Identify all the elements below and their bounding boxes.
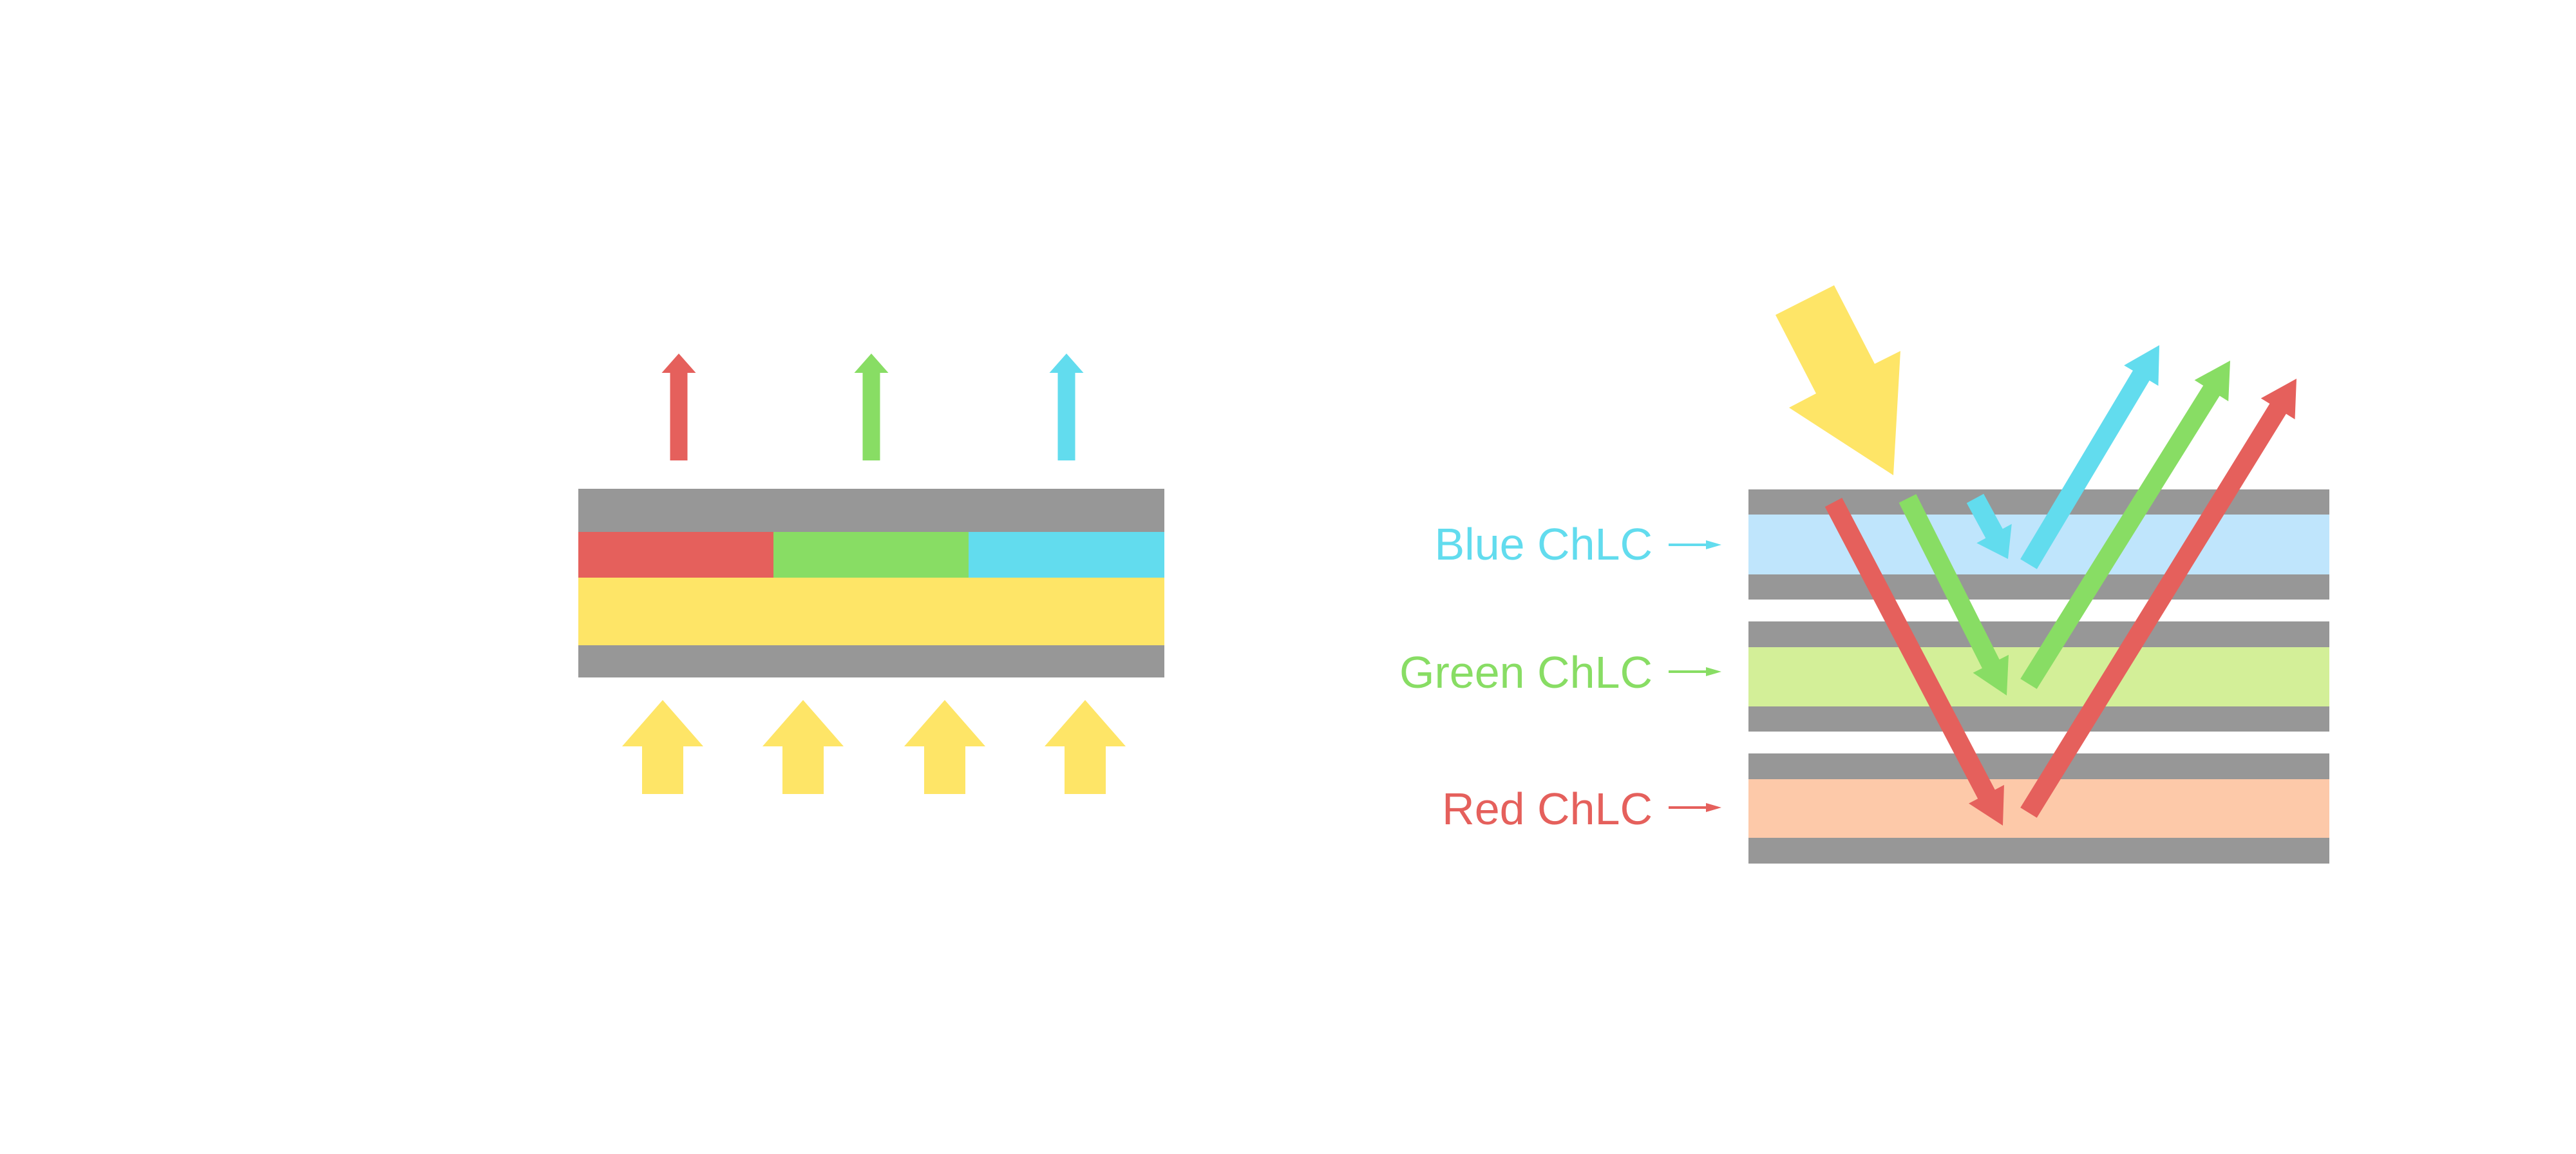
bottom-gray-layer xyxy=(578,645,1164,677)
red-chlc-bottom-gray xyxy=(1748,838,2329,864)
red-incoming-ray-arrow xyxy=(1824,498,2004,826)
green-reflected-ray-arrow xyxy=(2020,361,2230,689)
red-chlc-label: Red ChLC xyxy=(1442,784,1653,834)
red-chlc-top-gray xyxy=(1748,753,2329,779)
backlight-arrow-icon xyxy=(762,700,844,794)
incident-light-arrow xyxy=(1776,285,1900,475)
green-chlc-bottom-gray xyxy=(1748,706,2329,732)
backlight-arrows xyxy=(622,700,1126,794)
green-chlc-label: Green ChLC xyxy=(1399,647,1653,697)
blue-reflected-ray-arrow xyxy=(2020,345,2159,569)
blue-chlc-bottom-gray xyxy=(1748,574,2329,600)
green-emitted-arrow-icon xyxy=(854,354,889,460)
filter-segment-green xyxy=(773,532,969,578)
label-pointer-arrows xyxy=(1669,540,1721,812)
backlight-arrow-icon xyxy=(904,700,985,794)
blue-label-pointer-arrow-icon xyxy=(1669,540,1721,549)
filter-segment-blue xyxy=(969,532,1164,578)
red-emitted-arrow-icon xyxy=(661,354,696,460)
red-reflected-ray-arrow xyxy=(2020,379,2297,818)
left-color-filter-stack xyxy=(578,489,1164,677)
green-chlc-top-gray xyxy=(1748,621,2329,647)
blue-chlc-label: Blue ChLC xyxy=(1434,519,1653,569)
blue-emitted-arrow-icon xyxy=(1049,354,1084,460)
top-gray-layer xyxy=(578,489,1164,532)
backlight-arrow-icon xyxy=(1045,700,1126,794)
backlight-yellow-layer xyxy=(578,578,1164,645)
reflection-rays xyxy=(1824,345,2297,826)
green-incoming-ray-arrow xyxy=(1899,494,2009,695)
backlight-arrow-icon xyxy=(622,700,703,794)
emitted-light-arrows xyxy=(661,354,1084,460)
green-label-pointer-arrow-icon xyxy=(1669,667,1721,676)
red-label-pointer-arrow-icon xyxy=(1669,803,1721,812)
filter-segment-red xyxy=(578,532,773,578)
layer-labels: Blue ChLC Green ChLC Red ChLC xyxy=(1399,519,1653,834)
blue-incoming-ray-arrow xyxy=(1966,493,2012,559)
